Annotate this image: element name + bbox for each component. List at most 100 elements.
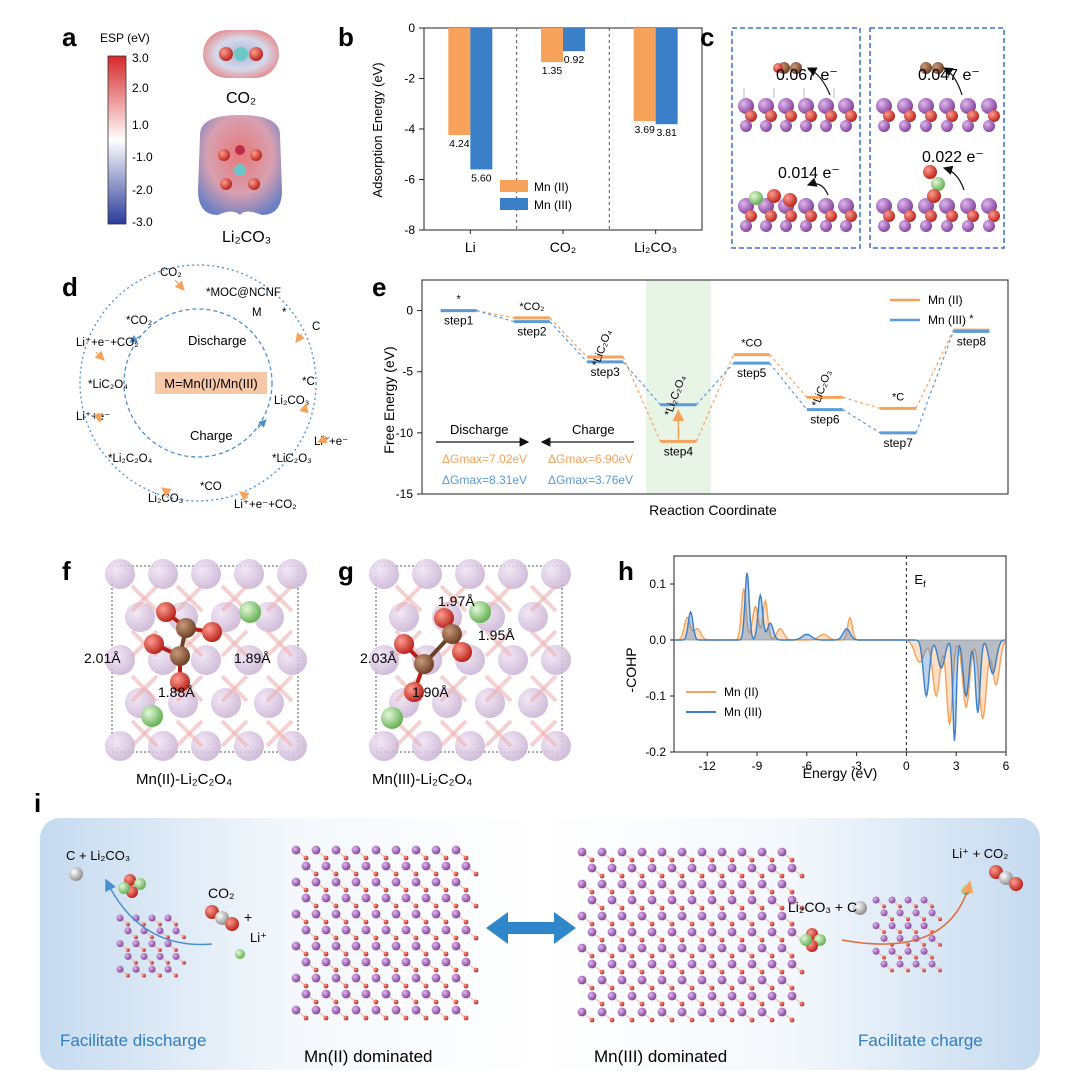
c-slab-atom	[800, 220, 812, 232]
panel-label-f: f	[62, 556, 71, 586]
i-mn3-block-o-atom	[589, 921, 595, 927]
i-mn3-block-mn-atom	[647, 991, 657, 1001]
c-adsorbate-atom	[932, 62, 944, 74]
i-mn3-block-mn-atom	[767, 863, 777, 873]
i-mn3-block-mn-atom	[747, 863, 757, 873]
i-small-right-block-o-atom	[930, 955, 934, 960]
e-plot-frame	[421, 279, 1009, 495]
f-bond-3: 1.88Å	[158, 684, 195, 700]
lattice-bond	[220, 719, 249, 748]
h-xlabel: Energy (eV)	[803, 765, 878, 781]
i-mn2-block-mn-atom	[411, 909, 421, 919]
i-mn2-block-o-atom	[343, 983, 349, 989]
i-mn2-block-o-atom	[453, 871, 459, 877]
c-slab-atom	[988, 110, 1000, 122]
i-mn2-block-o-atom	[433, 871, 439, 877]
i-small-left-block-mn-atom	[164, 965, 172, 973]
b-bar-label: 3.69	[634, 124, 655, 136]
i-mn2-block-o-atom	[443, 983, 449, 989]
i-li2co3-left	[118, 882, 130, 894]
i-mn3-block-o-atom	[789, 857, 795, 863]
i-small-left-block-mn-atom	[172, 927, 180, 935]
o-atom	[202, 622, 222, 642]
panel-a: a ESP (eV) 3.0 2.0 1.0 -1.0 -2.0 -3.0 CO…	[62, 22, 282, 246]
li-atom	[141, 705, 163, 727]
d-label: *C	[302, 376, 315, 388]
i-mn2-block-mn-atom	[321, 861, 331, 871]
o-atom	[404, 682, 424, 702]
h-fermi-label: Ef	[914, 572, 926, 589]
i-mn3-block-o-atom	[779, 873, 785, 879]
h-xtick-label: -6	[801, 759, 812, 773]
i-mn3-block-o-atom	[649, 1017, 655, 1023]
c-adsorbate-atom	[783, 193, 797, 207]
i-mn3-block-o-atom	[749, 889, 755, 895]
c-slab-atom	[758, 198, 774, 214]
i-right-caption: Facilitate charge	[858, 1031, 983, 1050]
i-mn2-block-mn-atom	[341, 925, 351, 935]
i-mn3-block-o-atom	[589, 857, 595, 863]
c-slab-atom	[798, 198, 814, 214]
i-mn2-block-o-atom	[333, 967, 339, 973]
d-label: Li⁺+e⁻+CO₂	[234, 499, 297, 511]
i-mn2-block-o-atom	[323, 983, 329, 989]
e-chart: 0-5-10-15step1*step2*CO₂step3*LiC₂O₄step…	[396, 279, 1009, 501]
i-mn3-block-mn-atom	[587, 927, 597, 937]
i-mn3-block-mn-atom	[727, 959, 737, 969]
c-slab-atom	[967, 210, 979, 222]
i-mn2-block-o-atom	[413, 967, 419, 973]
e-xlabel: Reaction Coordinate	[649, 502, 777, 518]
i-mn2-block-mn-atom	[451, 1005, 461, 1015]
lattice-atom	[105, 731, 135, 761]
i-mn2-block-mn-atom	[461, 893, 471, 903]
e-dg-charge-mn2: ΔGmax=6.90eV	[548, 452, 633, 466]
b-legend-swatch	[500, 198, 528, 210]
d-label: *	[282, 307, 287, 319]
c-slab-atom	[918, 98, 934, 114]
i-mn3-block-o-atom	[719, 905, 725, 911]
i-mn2-block-o-atom	[473, 999, 479, 1005]
c-slab-atom	[920, 220, 932, 232]
c-atom	[170, 646, 190, 666]
i-mn2-block-o-atom	[423, 983, 429, 989]
i-mn3-block-o-atom	[639, 937, 645, 943]
c-slab-atom	[800, 120, 812, 132]
i-mn3-block-o-atom	[609, 857, 615, 863]
i-mn2-block-mn-atom	[381, 989, 391, 999]
c-slab-atom	[920, 120, 932, 132]
e-dg-charge-mn3: ΔGmax=3.76eV	[548, 473, 633, 487]
i-small-right-block-mn-atom	[896, 960, 904, 968]
b-bar-label: 3.81	[656, 127, 677, 139]
i-mn3-block-mn-atom	[757, 1007, 767, 1017]
i-small-left-block-mn-atom	[132, 965, 140, 973]
i-mn3-block-o-atom	[659, 937, 665, 943]
c-slab-atom	[878, 120, 890, 132]
i-co2-right	[1009, 877, 1023, 891]
i-mn2-block-o-atom	[393, 935, 399, 941]
b-ytick-label: 0	[408, 21, 415, 35]
i-mn3-block-mn-atom	[677, 1007, 687, 1017]
i-small-left-block-o-atom	[158, 922, 162, 927]
i-mn3-block-mn-atom	[737, 879, 747, 889]
lattice-atom	[168, 688, 198, 718]
i-mn2-block-o-atom	[443, 887, 449, 893]
i-mn2-block-o-atom	[423, 951, 429, 957]
c-slab-atom	[941, 220, 953, 232]
c-slab-atom	[820, 120, 832, 132]
e-step-label: step3	[590, 365, 620, 379]
i-mn3-block-o-atom	[649, 985, 655, 991]
i-mn3-block-mn-atom	[597, 1007, 607, 1017]
i-mn2-block-o-atom	[463, 855, 469, 861]
c-slab-atom	[883, 110, 895, 122]
i-mn3-block-o-atom	[609, 985, 615, 991]
i-mn2-block-o-atom	[463, 951, 469, 957]
c-slab-atom	[740, 220, 752, 232]
i-mn2-block-mn-atom	[391, 1005, 401, 1015]
i-mn3-block-o-atom	[629, 857, 635, 863]
e-species-label: *CO₂	[519, 301, 544, 313]
i-mn3-block-o-atom	[609, 889, 615, 895]
c-slabs	[738, 62, 1000, 232]
i-small-right-block-o-atom	[898, 955, 902, 960]
i-mn3-block-o-atom	[719, 969, 725, 975]
panel-f: f 2.01Å 1.89Å 1.88Å Mn(II)-Li₂C₂O₄	[62, 556, 307, 788]
